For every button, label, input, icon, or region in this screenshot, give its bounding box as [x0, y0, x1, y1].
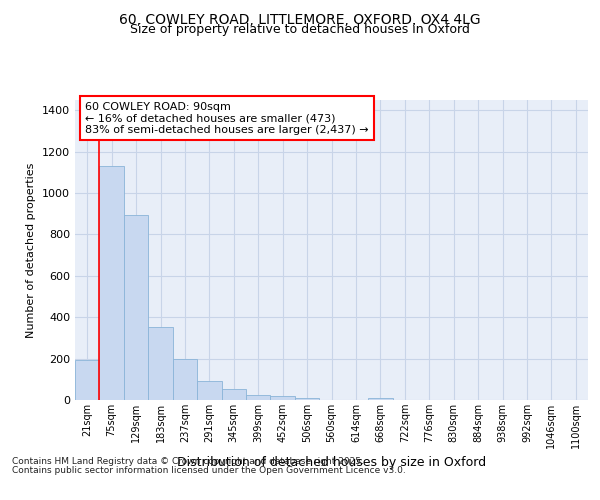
Bar	[197, 382, 221, 400]
Bar	[75, 360, 100, 400]
Bar	[124, 215, 148, 400]
Bar	[295, 398, 319, 400]
Text: 60 COWLEY ROAD: 90sqm
← 16% of detached houses are smaller (473)
83% of semi-det: 60 COWLEY ROAD: 90sqm ← 16% of detached …	[85, 102, 369, 134]
Bar	[368, 398, 392, 400]
Text: Contains HM Land Registry data © Crown copyright and database right 2025.: Contains HM Land Registry data © Crown c…	[12, 458, 364, 466]
Bar	[148, 327, 173, 400]
Y-axis label: Number of detached properties: Number of detached properties	[26, 162, 37, 338]
Bar	[100, 166, 124, 400]
Bar	[221, 388, 246, 400]
Text: 60, COWLEY ROAD, LITTLEMORE, OXFORD, OX4 4LG: 60, COWLEY ROAD, LITTLEMORE, OXFORD, OX4…	[119, 12, 481, 26]
Bar	[271, 396, 295, 400]
Text: Size of property relative to detached houses in Oxford: Size of property relative to detached ho…	[130, 22, 470, 36]
Bar	[173, 359, 197, 400]
Bar	[246, 396, 271, 400]
X-axis label: Distribution of detached houses by size in Oxford: Distribution of detached houses by size …	[177, 456, 486, 469]
Text: Contains public sector information licensed under the Open Government Licence v3: Contains public sector information licen…	[12, 466, 406, 475]
